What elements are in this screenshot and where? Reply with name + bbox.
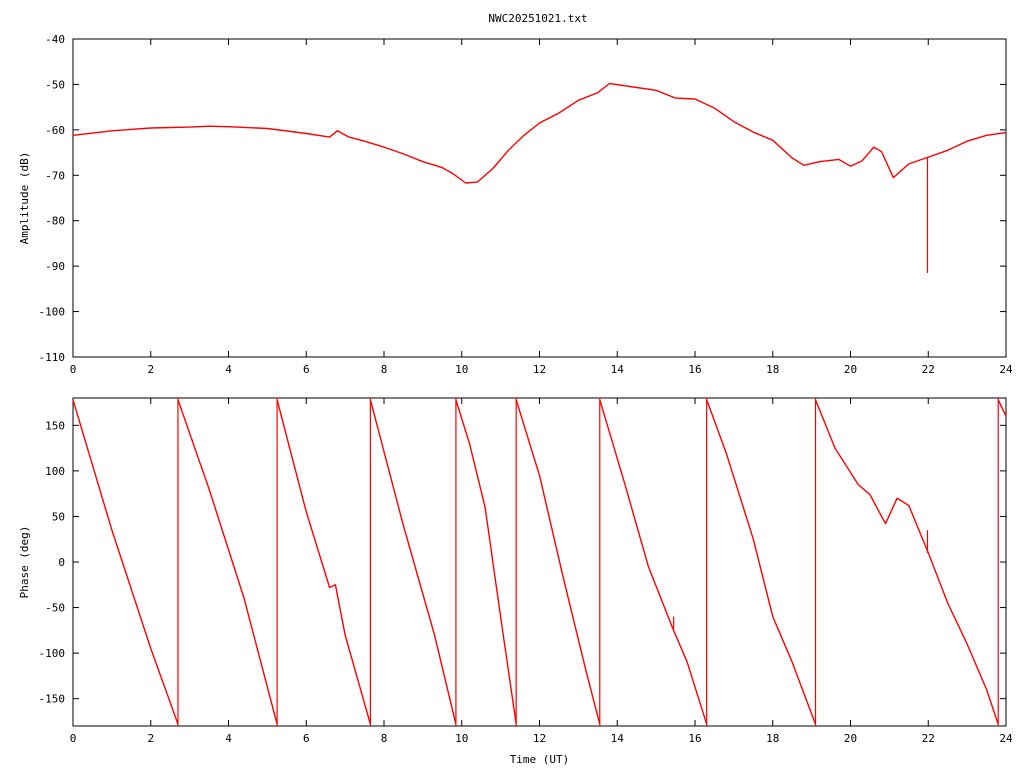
y-tick-label: -80 <box>45 215 65 228</box>
x-tick-label: 18 <box>766 732 779 745</box>
x-tick-label: 4 <box>225 363 232 376</box>
y-tick-label: 100 <box>45 465 65 478</box>
x-tick-label: 6 <box>303 363 310 376</box>
x-tick-label: 20 <box>844 732 857 745</box>
x-tick-label: 22 <box>922 363 935 376</box>
x-tick-label: 10 <box>455 732 468 745</box>
y-axis-label: Phase (deg) <box>18 526 31 599</box>
y-tick-label: -100 <box>39 647 66 660</box>
y-tick-label: -70 <box>45 169 65 182</box>
y-tick-label: 0 <box>58 556 65 569</box>
x-tick-label: 20 <box>844 363 857 376</box>
x-tick-label: 14 <box>611 363 625 376</box>
y-axis-label: Amplitude (dB) <box>18 152 31 245</box>
y-tick-label: -110 <box>39 351 66 364</box>
x-tick-label: 2 <box>147 363 154 376</box>
x-tick-label: 8 <box>381 363 388 376</box>
phase-panel: 0 2 4 6 8 10 12 14 16 18 20 22 24150100500-50-100-15… <box>18 397 1013 766</box>
x-tick-label: 14 <box>611 732 625 745</box>
series-line <box>72 82 1007 184</box>
series-line <box>72 399 179 725</box>
y-tick-label: -60 <box>45 124 65 137</box>
chart-title: NWC20251021.txt <box>488 12 587 25</box>
x-tick-label: 6 <box>303 732 310 745</box>
series-line <box>177 399 278 725</box>
y-tick-label: -50 <box>45 602 65 615</box>
y-tick-label: -90 <box>45 260 65 273</box>
x-tick-label: 22 <box>922 732 935 745</box>
x-tick-label: 4 <box>225 732 232 745</box>
x-tick-label: 16 <box>688 732 701 745</box>
y-tick-label: -50 <box>45 78 65 91</box>
x-tick-label: 10 <box>455 363 468 376</box>
series-line <box>276 399 372 725</box>
series-line <box>515 399 601 725</box>
amplitude-panel: 0 2 4 6 8 10 12 14 16 18 20 22 24-40-50-60-70-80-90-… <box>18 33 1013 376</box>
x-tick-label: 16 <box>688 363 701 376</box>
y-tick-label: -100 <box>39 306 66 319</box>
x-tick-label: 12 <box>533 363 546 376</box>
x-tick-label: 8 <box>381 732 388 745</box>
series-line <box>814 399 999 725</box>
y-tick-label: 150 <box>45 419 65 432</box>
x-tick-label: 24 <box>999 732 1013 745</box>
series-line <box>706 399 817 725</box>
series-line <box>997 399 1007 417</box>
series-line <box>369 399 457 725</box>
y-tick-label: -150 <box>39 693 66 706</box>
x-axis-label: Time (UT) <box>510 753 570 766</box>
y-tick-label: 50 <box>52 510 65 523</box>
x-tick-label: 18 <box>766 363 779 376</box>
y-tick-label: -40 <box>45 33 65 46</box>
plot-frame <box>72 38 1007 358</box>
series-line <box>599 399 708 725</box>
plot-frame <box>72 397 1007 727</box>
x-tick-label: 12 <box>533 732 546 745</box>
series-line <box>455 399 517 725</box>
x-tick-label: 2 <box>147 732 154 745</box>
x-tick-label: 0 <box>70 732 77 745</box>
x-tick-label: 24 <box>999 363 1013 376</box>
x-tick-label: 0 <box>70 363 77 376</box>
